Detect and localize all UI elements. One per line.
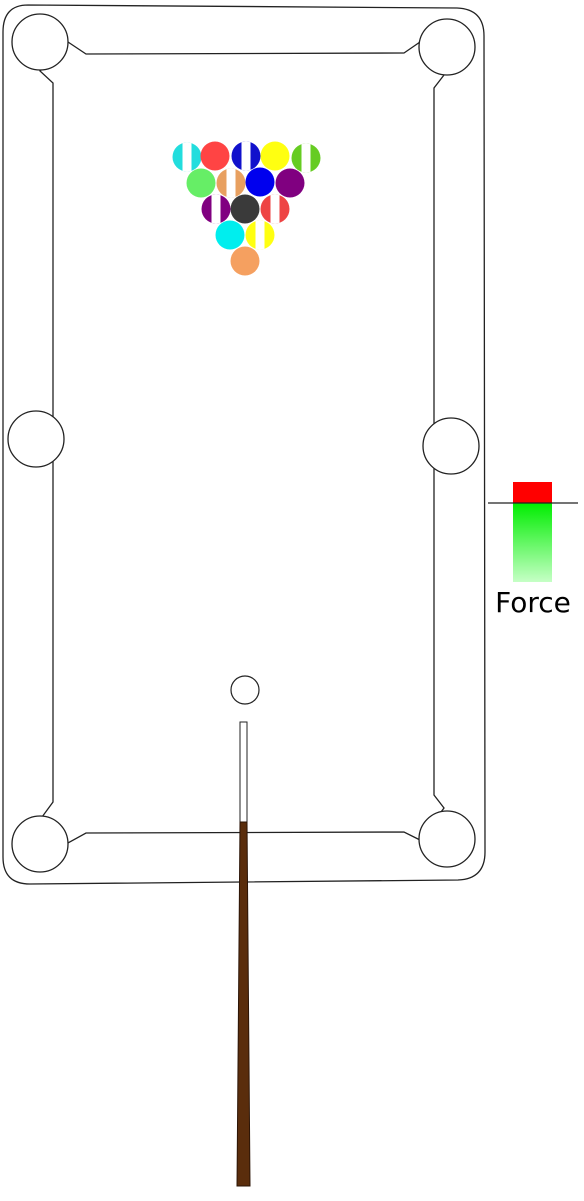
pocket-top-left (11, 13, 69, 71)
solid-ball (275, 168, 305, 198)
cue-stick-shaft[interactable] (236, 821, 251, 1187)
pocket-bottom-right (418, 810, 476, 868)
solid-ball (260, 141, 290, 171)
pocket-top-right (418, 18, 476, 76)
striped-ball (260, 194, 290, 224)
ball-stripe (255, 220, 265, 250)
ball-body (200, 141, 230, 171)
ball-body (275, 168, 305, 198)
solid-ball (200, 141, 230, 171)
ball-stripe (241, 141, 251, 171)
pocket-middle-right (422, 417, 480, 475)
ball-stripe (211, 194, 221, 224)
ball-body (186, 168, 216, 198)
striped-ball (172, 142, 202, 172)
solid-ball (230, 246, 260, 276)
cue-ball[interactable] (230, 675, 260, 705)
striped-ball (216, 168, 246, 198)
force-meter-label: Force (495, 586, 571, 619)
force-meter-fill[interactable] (513, 503, 552, 582)
striped-ball (291, 143, 321, 173)
striped-ball (245, 220, 275, 250)
ball-body (245, 167, 275, 197)
ball-body (230, 194, 260, 224)
ball-body (215, 220, 245, 250)
solid-ball (186, 168, 216, 198)
solid-ball (215, 220, 245, 250)
pocket-middle-left (7, 410, 65, 468)
ball-rack (172, 141, 321, 276)
force-meter[interactable] (488, 482, 578, 582)
ball-stripe (301, 143, 311, 173)
ball-stripe (270, 194, 280, 224)
cue-stick-tip[interactable] (239, 721, 248, 823)
striped-ball (201, 194, 231, 224)
force-meter-max-zone (513, 482, 552, 503)
striped-ball (231, 141, 261, 171)
cue-stick[interactable] (236, 721, 251, 1187)
ball-stripe (182, 142, 192, 172)
solid-ball (245, 167, 275, 197)
ball-body (260, 141, 290, 171)
ball-stripe (226, 168, 236, 198)
ball-body (230, 246, 260, 276)
solid-ball (230, 194, 260, 224)
pocket-bottom-left (11, 815, 69, 873)
